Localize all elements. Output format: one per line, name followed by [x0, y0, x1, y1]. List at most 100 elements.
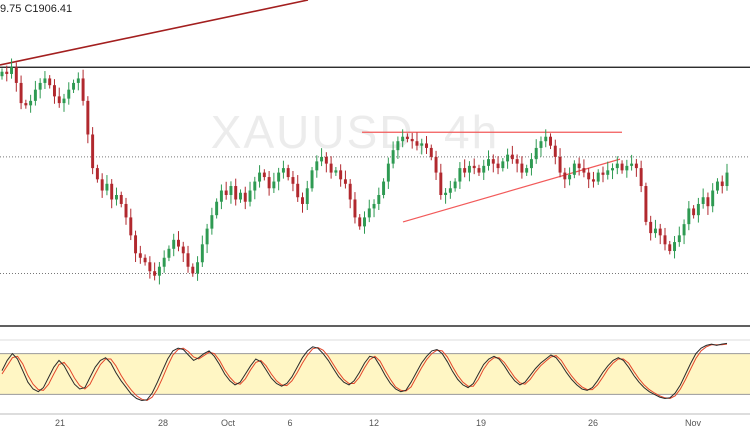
candle — [110, 183, 114, 200]
candle — [558, 156, 562, 173]
candle — [215, 201, 219, 216]
candle — [625, 165, 629, 171]
candle — [673, 242, 677, 252]
candle — [296, 183, 300, 198]
candle — [496, 163, 500, 169]
candle — [529, 159, 533, 169]
candle — [701, 197, 705, 204]
candle — [639, 168, 643, 187]
candle — [267, 177, 271, 189]
candle — [515, 159, 519, 164]
candle — [172, 239, 176, 249]
candle — [52, 85, 56, 97]
candle — [91, 134, 95, 169]
candle — [33, 89, 37, 101]
candle — [491, 159, 495, 164]
candle — [343, 179, 347, 184]
candle — [477, 168, 481, 173]
candle — [243, 192, 247, 202]
candle — [510, 154, 514, 160]
candle — [86, 100, 90, 135]
candle — [520, 163, 524, 173]
candle — [186, 253, 190, 267]
trendline-ascending — [0, 0, 309, 66]
candle — [663, 235, 667, 245]
candle — [301, 197, 304, 204]
candle — [544, 136, 548, 142]
candle — [720, 181, 724, 187]
candle — [358, 217, 362, 227]
candle — [119, 195, 123, 204]
candle — [601, 172, 605, 175]
candle — [239, 192, 242, 200]
ohlc-readout: 9.75 C1906.41 — [0, 3, 73, 15]
candle — [382, 181, 386, 195]
candle — [606, 170, 610, 175]
candle — [138, 253, 142, 258]
candle — [67, 89, 71, 99]
candle — [105, 183, 109, 191]
candle — [124, 203, 128, 218]
candle — [81, 78, 85, 101]
candle — [253, 181, 257, 191]
candle — [367, 208, 371, 218]
candle — [372, 203, 376, 209]
candle — [315, 161, 319, 171]
candle — [196, 262, 200, 274]
candle — [57, 96, 61, 104]
candle — [444, 192, 448, 195]
candle — [482, 165, 486, 173]
stochastic-k-line — [1, 342, 728, 402]
candle — [305, 188, 309, 204]
candle — [653, 228, 657, 234]
candle — [396, 141, 400, 151]
candle — [711, 190, 715, 207]
candle — [706, 197, 710, 207]
candle — [329, 163, 333, 173]
candle — [363, 217, 366, 227]
candle — [234, 186, 238, 200]
candle — [420, 143, 424, 146]
candle — [549, 136, 552, 146]
candle — [553, 145, 557, 157]
candle — [62, 98, 66, 104]
candle — [587, 172, 591, 180]
candle — [348, 183, 352, 200]
candle — [415, 141, 419, 146]
candle — [572, 163, 576, 175]
candle — [453, 181, 457, 189]
candle — [696, 203, 700, 216]
candle — [410, 138, 414, 142]
candle — [487, 159, 490, 166]
candle — [29, 100, 33, 106]
x-tick-label: Nov — [685, 418, 702, 428]
candle — [563, 172, 567, 180]
candle — [224, 190, 228, 195]
candle — [644, 186, 648, 222]
candle — [463, 168, 467, 173]
candle — [649, 221, 653, 234]
candle — [577, 163, 581, 169]
candle — [181, 246, 185, 254]
candle — [24, 103, 28, 106]
candle — [668, 244, 672, 252]
candle — [277, 172, 281, 182]
candle — [177, 239, 180, 247]
candle — [620, 163, 624, 171]
candle — [434, 156, 438, 173]
candle — [725, 172, 729, 187]
stochastic-d-line — [1, 343, 728, 402]
candle — [148, 262, 152, 272]
candle — [682, 224, 686, 236]
candle — [229, 186, 233, 195]
candle — [334, 170, 338, 173]
candle — [429, 147, 433, 157]
candle — [472, 165, 476, 169]
candle — [534, 147, 538, 160]
candle — [568, 174, 572, 180]
candle — [191, 266, 195, 274]
candle — [425, 143, 428, 148]
candle — [324, 156, 328, 164]
